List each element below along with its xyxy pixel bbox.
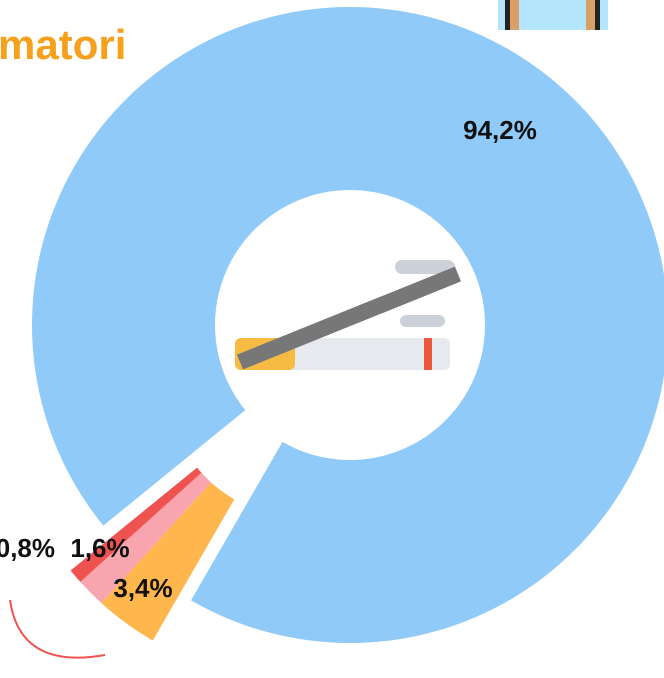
- top-icon: [498, 0, 608, 30]
- value-label: 94,2%: [463, 115, 537, 145]
- donut-slice: [32, 7, 664, 643]
- donut-slice: [101, 482, 235, 641]
- chart-title: matori: [0, 21, 126, 68]
- value-label: 1,6%: [70, 533, 129, 563]
- decoration: [9, 599, 106, 659]
- donut-slice: [70, 467, 202, 582]
- value-label: 0,8%: [0, 533, 55, 563]
- cigarette-icon: [235, 260, 461, 370]
- donut-slice: [80, 472, 212, 604]
- value-label: 3,4%: [113, 573, 172, 603]
